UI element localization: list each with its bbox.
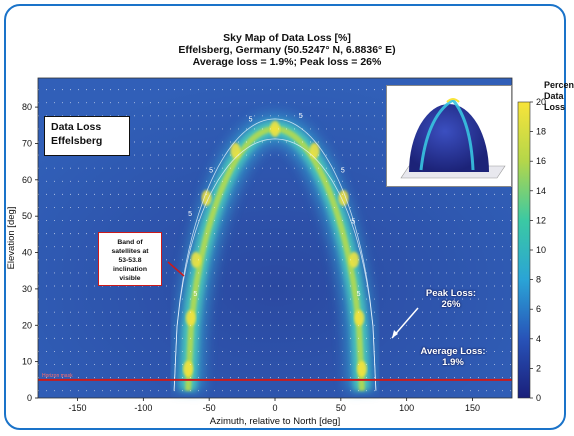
chart-title: Sky Map of Data Loss [%] bbox=[223, 32, 351, 44]
hot-spot bbox=[185, 310, 196, 326]
hot-spot bbox=[349, 251, 359, 268]
x-tick-label: 100 bbox=[399, 403, 414, 413]
chart-subtitle-stats: Average loss = 1.9%; Peak loss = 26% bbox=[192, 56, 382, 68]
box-line-1: Data Loss bbox=[51, 121, 102, 133]
contour-label: 5 bbox=[357, 291, 361, 298]
colorbar-tick-label: 4 bbox=[536, 334, 541, 344]
contour-line bbox=[173, 118, 377, 391]
hot-spot bbox=[270, 120, 280, 137]
colorbar-tick-label: 12 bbox=[536, 215, 546, 225]
band-line-5: visible bbox=[119, 275, 141, 282]
band-callout-box: Band of satellites at 53-53.8 inclinatio… bbox=[98, 232, 162, 286]
hot-spot bbox=[191, 251, 201, 268]
axes: -150 -100 -50 0 50 100 150 0 10 20 30 40 50 60 70 80 Azi… bbox=[6, 77, 513, 427]
y-axis-label: Elevation [deg] bbox=[6, 207, 17, 270]
contour-label: 5 bbox=[351, 218, 355, 225]
colorbar-tick-label: 2 bbox=[536, 363, 541, 373]
contour-label: 5 bbox=[299, 113, 303, 120]
frame-border bbox=[4, 4, 566, 430]
y-tick-label: 80 bbox=[22, 102, 32, 112]
x-tick-label: -150 bbox=[68, 403, 86, 413]
contour-label: 5 bbox=[188, 211, 192, 218]
contour-label: 5 bbox=[209, 168, 213, 175]
colorbar-tick-label: 6 bbox=[536, 304, 541, 314]
hot-spot bbox=[309, 142, 320, 159]
x-axis-label: Azimuth, relative to North [deg] bbox=[210, 416, 340, 427]
y-tick-label: 50 bbox=[22, 211, 32, 221]
contour-line bbox=[173, 138, 377, 391]
chart-subtitle-location: Effelsberg, Germany (50.5247° N, 6.8836°… bbox=[178, 44, 396, 56]
colorbar-label-line: Percent bbox=[544, 80, 574, 90]
y-tick-label: 20 bbox=[22, 320, 32, 330]
average-loss-label: Average Loss: bbox=[420, 346, 486, 357]
horizon-label: Horizon mask bbox=[42, 373, 73, 379]
hot-spot bbox=[356, 360, 367, 377]
y-tick-label: 40 bbox=[22, 248, 32, 258]
band-arrow bbox=[167, 261, 185, 277]
peak-arrow-head bbox=[392, 330, 398, 338]
contour-label: 5 bbox=[249, 117, 253, 124]
x-tick-label: -100 bbox=[134, 403, 152, 413]
x-tick-label: 150 bbox=[465, 403, 480, 413]
colorbar-gradient bbox=[517, 101, 531, 399]
band-line-4: inclination bbox=[113, 266, 147, 273]
colorbar-tick-label: 8 bbox=[536, 275, 541, 285]
band-line-1: Band of bbox=[117, 239, 143, 246]
band-line-3: 53-53.8 bbox=[118, 257, 142, 264]
colorbar-tick-label: 10 bbox=[536, 245, 546, 255]
average-loss-value: 1.9% bbox=[442, 357, 464, 368]
x-tick-label: 0 bbox=[272, 403, 277, 413]
peak-loss-value: 26% bbox=[441, 299, 461, 310]
x-tick-label: 50 bbox=[336, 403, 346, 413]
colorbar-label-line: Data bbox=[544, 91, 565, 101]
hot-spot bbox=[354, 310, 365, 326]
x-tick-label: -50 bbox=[203, 403, 216, 413]
box-line-2: Effelsberg bbox=[51, 135, 103, 147]
hot-spot bbox=[183, 360, 194, 377]
peak-loss-annotation: Peak Loss: 26% bbox=[406, 288, 496, 310]
contour-label: 5 bbox=[193, 291, 197, 298]
y-tick-label: 30 bbox=[22, 284, 32, 294]
sky-dome-inset bbox=[386, 85, 512, 187]
contour-label: 5 bbox=[341, 168, 345, 175]
colorbar-tick-label: 16 bbox=[536, 156, 546, 166]
colorbar-tick-label: 18 bbox=[536, 127, 546, 137]
colorbar-label-line: Loss bbox=[544, 102, 565, 112]
data-loss-label-box: Data Loss Effelsberg bbox=[44, 116, 130, 156]
colorbar-tick-label: 0 bbox=[536, 393, 541, 403]
hot-spot bbox=[201, 190, 212, 206]
y-tick-label: 60 bbox=[22, 175, 32, 185]
average-loss-annotation: Average Loss: 1.9% bbox=[408, 346, 498, 368]
y-tick-label: 70 bbox=[22, 138, 32, 148]
y-tick-label: 0 bbox=[27, 393, 32, 403]
y-tick-label: 10 bbox=[22, 357, 32, 367]
colorbar-tick-label: 14 bbox=[536, 186, 546, 196]
hot-spot bbox=[338, 190, 349, 206]
peak-loss-label: Peak Loss: bbox=[425, 288, 477, 299]
colorbar-tick-label: 20 bbox=[536, 97, 546, 107]
band-line-2: satellites at bbox=[111, 248, 149, 255]
sky-dome-illustration bbox=[400, 98, 506, 179]
